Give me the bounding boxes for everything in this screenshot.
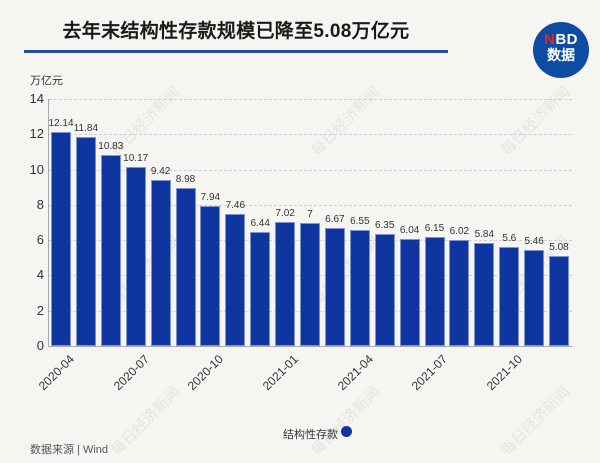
bar-2020-11[interactable] (225, 214, 246, 346)
title-underline (24, 50, 448, 53)
bar-value-label: 7.02 (275, 208, 295, 220)
watermark-text: 每日经济新闻 (307, 83, 384, 160)
bar-2021-08[interactable] (449, 239, 470, 346)
data-source: 数据来源 | Wind (30, 444, 109, 456)
bar-2020-07[interactable] (125, 166, 146, 346)
bar-2021-12[interactable] (549, 256, 569, 346)
bar-value-label: 6.44 (250, 218, 270, 230)
watermark-text: 每日经济新闻 (497, 83, 574, 160)
bar-2021-04[interactable] (349, 230, 370, 346)
nbd-data-logo: NBD 数据 (533, 22, 589, 78)
grid-line (49, 169, 572, 171)
bar-value-label: 6.67 (325, 214, 345, 226)
x-tick-label: 2021-04 (334, 352, 376, 394)
y-tick-label: 8 (36, 196, 44, 212)
legend-label: 结构性存款 (283, 429, 338, 441)
x-axis-line (48, 346, 572, 347)
y-axis-line (48, 99, 49, 347)
bar-2020-04[interactable] (51, 131, 71, 346)
bar-value-label: 9.42 (150, 165, 171, 177)
y-tick-label: 0 (36, 338, 44, 353)
bar-value-label: 7 (307, 208, 313, 220)
bar-2021-09[interactable] (474, 242, 495, 346)
x-tick-label: 2021-07 (409, 352, 451, 394)
bar-2021-07[interactable] (424, 237, 445, 346)
x-tick-label: 2021-10 (484, 352, 526, 394)
bar-value-label: 11.84 (73, 123, 99, 135)
bar-2020-12[interactable] (250, 232, 271, 346)
y-tick-label: 14 (29, 91, 44, 106)
logo-top-text: BD (555, 31, 578, 48)
grid-line (49, 99, 572, 100)
watermark-text: 每日经济新闻 (107, 383, 184, 460)
bar-2021-06[interactable] (399, 239, 420, 346)
watermark-text: 每日经济新闻 (307, 383, 384, 460)
bar-2020-08[interactable] (150, 179, 171, 346)
bar-value-label: 12.14 (48, 117, 74, 129)
y-tick-label: 4 (36, 267, 44, 283)
bar-2021-10[interactable] (499, 247, 520, 346)
bar-2021-03[interactable] (324, 228, 345, 346)
y-tick-label: 10 (29, 161, 44, 177)
bar-value-label: 10.83 (98, 140, 124, 152)
grid-line (49, 204, 572, 206)
x-tick-label: 2020-04 (35, 352, 77, 394)
y-tick-label: 12 (29, 126, 44, 142)
watermark-text: 每日经济新闻 (497, 383, 574, 460)
y-tick-label: 6 (36, 232, 44, 248)
bar-value-label: 5.6 (502, 233, 517, 245)
bar-value-label: 8.98 (175, 173, 196, 185)
legend-marker-icon (341, 426, 352, 437)
bar-value-label: 6.04 (399, 225, 420, 237)
y-tick-label: 2 (36, 302, 44, 318)
bar-2020-10[interactable] (200, 205, 221, 346)
bar-2021-02[interactable] (300, 222, 320, 346)
bar-value-label: 6.02 (449, 225, 470, 237)
grid-line (49, 134, 572, 136)
bar-value-label: 5.46 (524, 235, 544, 247)
bar-2021-01[interactable] (275, 222, 296, 346)
bar-2021-05[interactable] (374, 233, 395, 346)
bar-value-label: 6.35 (374, 219, 395, 231)
bar-value-label: 5.08 (549, 242, 569, 254)
x-tick-label: 2021-01 (259, 352, 302, 394)
logo-bottom-text: 数据 (547, 47, 575, 63)
bar-value-label: 10.17 (123, 152, 149, 164)
bar-value-label: 6.55 (350, 216, 370, 228)
y-axis-unit-label: 万亿元 (30, 75, 63, 87)
bar-value-label: 6.15 (424, 223, 445, 235)
bar-2020-06[interactable] (100, 154, 121, 346)
bar-2020-05[interactable] (75, 137, 96, 346)
bar-2021-11[interactable] (524, 249, 545, 346)
bar-value-label: 7.46 (225, 200, 246, 212)
bar-value-label: 7.94 (200, 191, 221, 203)
x-tick-label: 2020-07 (110, 352, 152, 394)
bar-value-label: 5.84 (474, 228, 495, 240)
x-tick-label: 2020-10 (185, 352, 227, 394)
chart-title: 去年末结构性存款规模已降至5.08万亿元 (62, 21, 410, 42)
bar-2020-09[interactable] (175, 187, 196, 346)
logo-accent-letter: N (543, 31, 556, 48)
